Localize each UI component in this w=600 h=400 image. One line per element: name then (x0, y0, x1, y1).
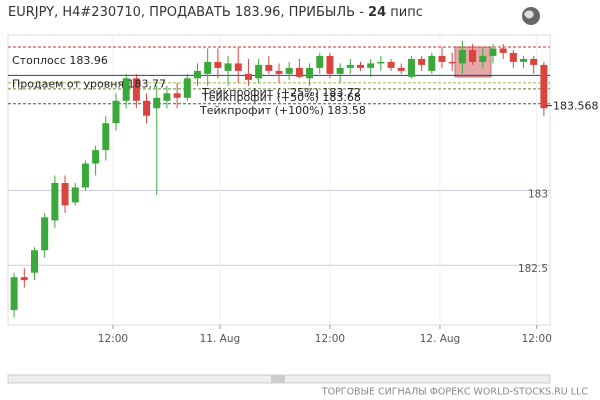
y-tick-label: 182.5 (518, 263, 548, 275)
candle-body (448, 61, 456, 64)
candle-body (520, 58, 528, 62)
footer: ТОРГОВЫЕ СИГНАЛЫ ФОРЕКС WORLD-STOCKS.RU … (321, 387, 589, 398)
candle-body (530, 58, 538, 65)
candle-body (418, 58, 426, 65)
candle-body (234, 63, 242, 71)
candle-body (438, 55, 446, 62)
candle-body (51, 182, 59, 221)
candle-body (30, 250, 38, 273)
level-label: Продаем от уровня 183.77 (12, 77, 166, 90)
candle-body (122, 78, 130, 101)
candle-body (479, 55, 487, 62)
candle-body (469, 49, 477, 62)
globe-icon[interactable] (522, 7, 540, 25)
last-price-label: 183.568 (553, 100, 599, 113)
level-label: Тейкпрофит (+50%) 183.68 (201, 91, 361, 104)
candle-body (81, 163, 89, 188)
level-label: Стоплосс 183.96 (12, 54, 108, 67)
candle-body (112, 100, 120, 124)
x-tick-label: 11. Aug (200, 333, 241, 345)
candle-body (224, 63, 232, 71)
level-label: Тейкпрофит (+25%) 183.72 (201, 86, 361, 99)
candle-body (193, 70, 201, 79)
candle-body (153, 97, 161, 109)
candle-body (387, 61, 395, 68)
title: EURJPY, H4#230710, ПРОДАВАТЬ 183.96, ПРИ… (8, 5, 423, 20)
x-tick-label: 12:00 (522, 333, 552, 345)
scrollbar-thumb[interactable] (271, 375, 285, 383)
candle-body (214, 61, 222, 68)
candle-body (163, 93, 171, 101)
candle-body (377, 61, 385, 64)
candle-body (183, 78, 191, 98)
candle-body (509, 52, 517, 62)
candle-body (20, 277, 28, 281)
candle-body (367, 63, 375, 68)
x-tick-label: 12:00 (98, 333, 128, 345)
candle-body (143, 100, 151, 116)
candle-body (326, 55, 334, 74)
x-tick-label: 12:00 (315, 333, 345, 345)
profit-unit: пипс (390, 5, 423, 20)
candle-body (41, 217, 49, 251)
title-text: EURJPY, H4#230710, ПРОДАВАТЬ 183.96, ПРИ… (8, 5, 364, 20)
candle-body (92, 150, 100, 164)
profit: 24 (368, 5, 386, 20)
level-label: Тейкпрофит (+100%) 183.58 (199, 104, 366, 117)
candle-body (397, 67, 405, 71)
candle-body (255, 64, 263, 79)
candle-body (295, 67, 303, 77)
candle-body (61, 182, 69, 206)
candle-body (428, 55, 436, 71)
candle-body (102, 123, 110, 151)
candle-body (499, 48, 507, 53)
candle-body (458, 49, 466, 64)
candle-body (10, 277, 18, 311)
candle-body (265, 64, 273, 71)
candle-body (489, 48, 497, 56)
candle-body (71, 187, 79, 203)
candle-body (132, 78, 140, 101)
candle-body (173, 93, 181, 98)
candle-body (346, 64, 354, 68)
candle-body (275, 70, 283, 74)
candle-body (357, 64, 365, 68)
candle-body (540, 64, 548, 109)
price-label-bg (551, 98, 599, 113)
candle-body (336, 67, 344, 74)
candle-body (316, 55, 324, 68)
candle-body (204, 61, 212, 74)
candle-body (285, 67, 293, 74)
y-tick-label: 183 (528, 188, 548, 200)
candle-body (407, 58, 415, 77)
candle-body (306, 67, 314, 79)
x-tick-label: 12. Aug (420, 333, 461, 345)
candle-body (244, 73, 252, 80)
